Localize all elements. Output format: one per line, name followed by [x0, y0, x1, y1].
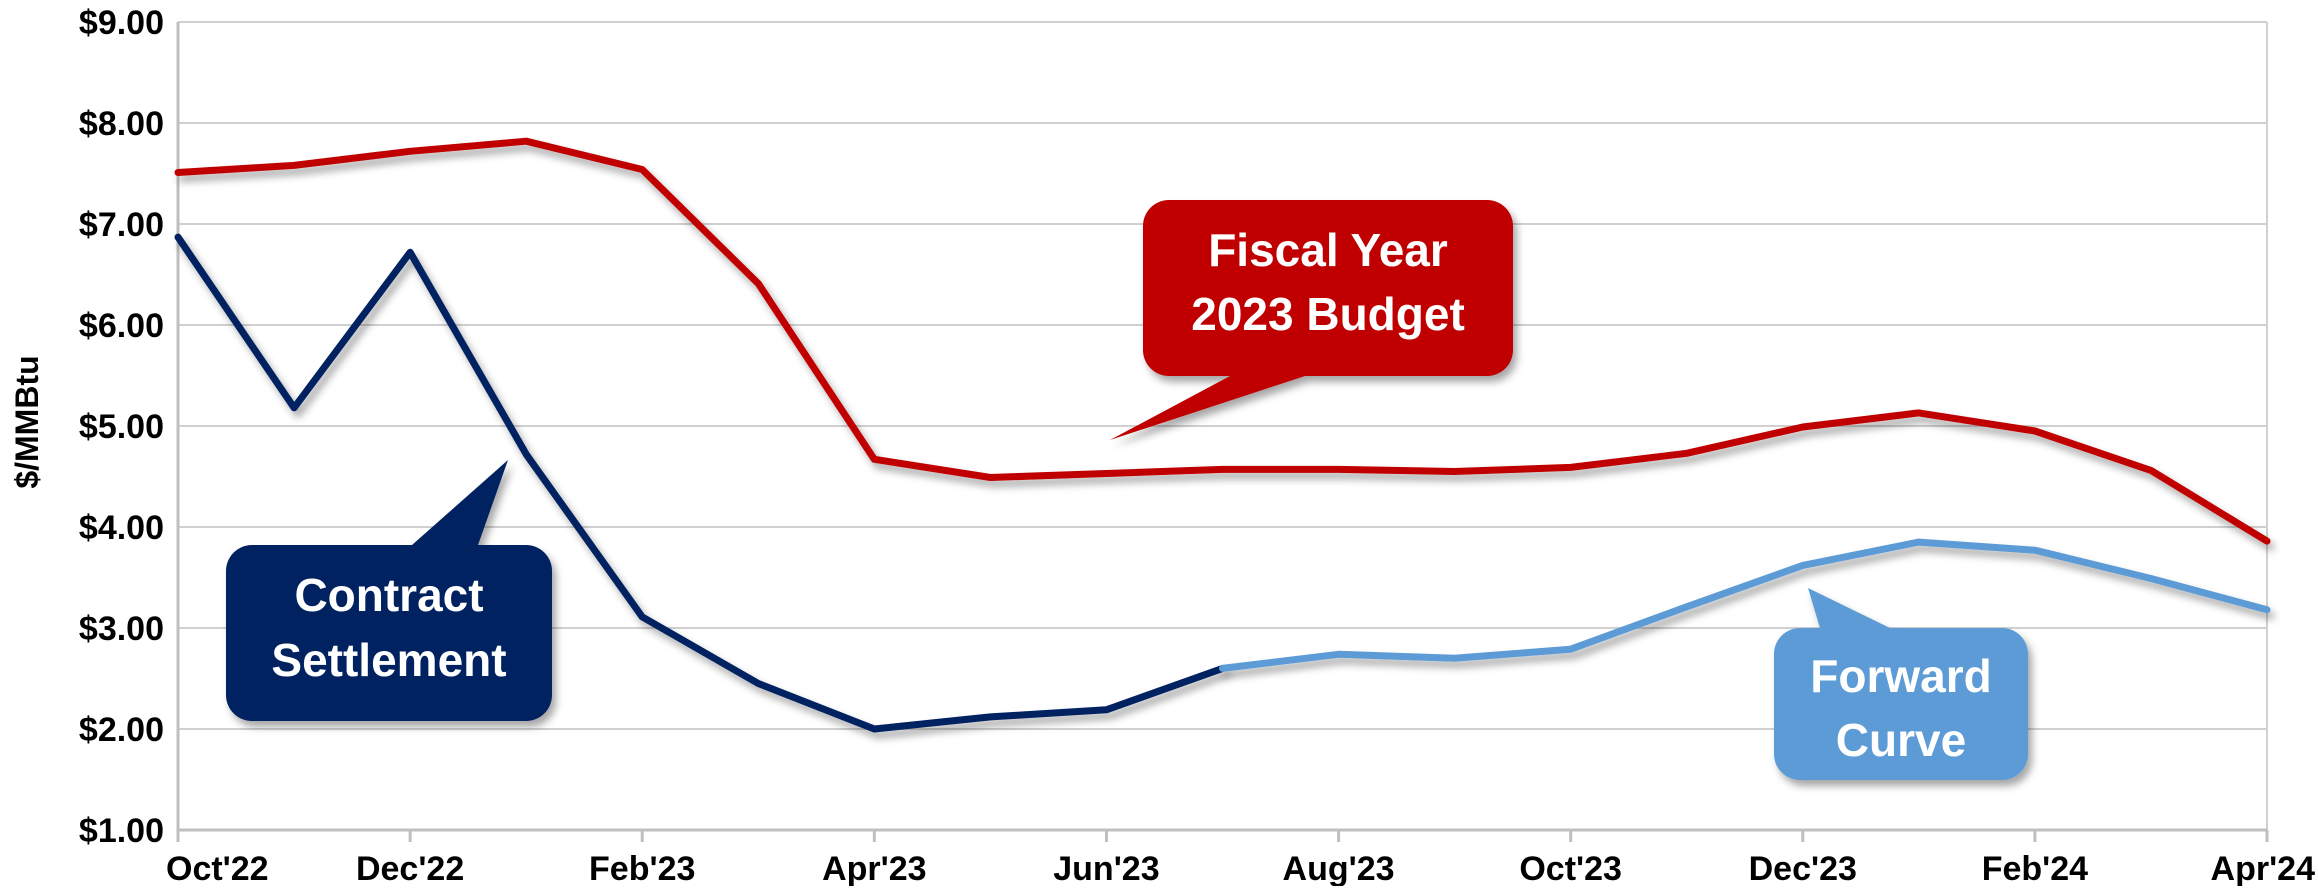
series-line-forward-curve — [1219, 538, 2271, 672]
callout-2 — [226, 460, 552, 721]
y-tick-label: $7.00 — [79, 206, 164, 244]
callout-text-line1: Forward — [1810, 650, 1991, 702]
callout-text-line2: 2023 Budget — [1191, 288, 1465, 340]
callout-text-line1: Fiscal Year — [1208, 224, 1448, 276]
callout-pointer — [1808, 588, 1890, 628]
x-tick-label: Feb'23 — [589, 850, 695, 886]
x-tick-label: Feb'24 — [1982, 850, 2088, 886]
y-tick-label: $9.00 — [79, 4, 164, 42]
y-tick-label: $3.00 — [79, 610, 164, 648]
y-axis-label: $/MMBtu — [9, 355, 45, 488]
x-tick-label: Jun'23 — [1053, 850, 1159, 886]
x-tick-label: Dec'22 — [356, 850, 464, 886]
x-tick-label: Dec'23 — [1749, 850, 1857, 886]
x-tick-label: Aug'23 — [1283, 850, 1395, 886]
x-tick-label: Apr'24 — [2211, 850, 2316, 886]
callout-pointer — [412, 460, 508, 545]
y-tick-label: $5.00 — [79, 408, 164, 446]
x-tick-label: Oct'22 — [166, 850, 269, 886]
callout-box — [1143, 200, 1513, 376]
callout-box — [226, 545, 552, 721]
callout-text-line2: Curve — [1836, 714, 1966, 766]
series-line-contract-settlement — [174, 233, 1226, 733]
callout-box — [1774, 628, 2028, 780]
callout-pointer — [1110, 376, 1305, 440]
callout-1 — [1110, 200, 1513, 440]
series-line-fiscal-year-2023-budget — [174, 137, 2271, 545]
y-tick-label: $4.00 — [79, 509, 164, 547]
callout-3 — [1774, 588, 2028, 780]
y-tick-label: $6.00 — [79, 307, 164, 345]
y-tick-label: $1.00 — [79, 812, 164, 850]
callout-text-line1: Contract — [294, 569, 483, 621]
x-tick-label: Oct'23 — [1519, 850, 1622, 886]
x-tick-label: Apr'23 — [822, 850, 926, 886]
y-tick-label: $2.00 — [79, 711, 164, 749]
callout-text-line2: Settlement — [271, 634, 506, 686]
y-tick-label: $8.00 — [79, 105, 164, 143]
